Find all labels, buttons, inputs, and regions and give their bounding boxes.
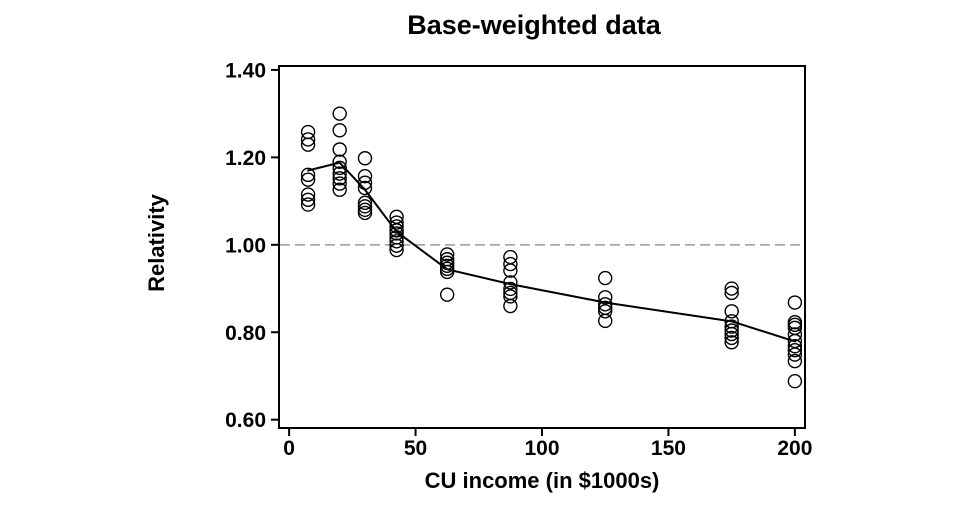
data-point xyxy=(724,319,739,334)
data-point xyxy=(724,323,739,338)
mean-trend-line xyxy=(307,161,796,343)
data-point xyxy=(332,171,347,186)
data-point xyxy=(389,242,404,258)
data-point xyxy=(503,298,518,314)
data-point xyxy=(724,326,739,342)
data-point xyxy=(357,168,373,184)
data-point xyxy=(787,374,803,389)
data-point xyxy=(503,281,518,297)
data-point xyxy=(724,285,739,301)
x-tick-label: 100 xyxy=(524,437,559,460)
data-point xyxy=(357,180,373,196)
data-point xyxy=(787,295,803,310)
data-point xyxy=(300,132,316,147)
x-tick-label: 200 xyxy=(777,437,812,460)
data-point xyxy=(389,238,404,253)
data-point xyxy=(357,199,373,214)
data-point xyxy=(598,313,613,329)
data-point xyxy=(300,137,316,152)
y-tick-label: 0.80 xyxy=(225,322,266,345)
data-point xyxy=(598,290,613,305)
data-point xyxy=(724,330,739,346)
data-point xyxy=(439,247,455,262)
data-point xyxy=(389,226,404,241)
y-tick-label: 0.60 xyxy=(225,409,266,432)
data-point xyxy=(332,142,347,157)
data-point xyxy=(389,219,404,234)
x-axis-title: CU income (in $1000s) xyxy=(424,468,660,493)
data-point xyxy=(724,335,739,350)
data-point xyxy=(357,195,373,211)
data-point xyxy=(300,167,316,183)
data-point xyxy=(503,263,518,278)
data-point xyxy=(332,123,347,138)
data-point xyxy=(389,234,404,249)
data-point xyxy=(332,154,347,169)
y-tick-label: 1.20 xyxy=(225,147,266,170)
data-point xyxy=(300,197,316,212)
data-point xyxy=(300,124,316,140)
x-tick-label: 50 xyxy=(404,437,427,460)
chart-title: Base-weighted data xyxy=(407,10,661,40)
data-point xyxy=(332,182,347,197)
data-point xyxy=(332,166,347,181)
x-tick-label: 0 xyxy=(283,437,295,460)
data-point xyxy=(439,287,455,302)
data-point xyxy=(787,342,803,358)
data-point xyxy=(439,264,455,280)
plot-frame xyxy=(278,65,806,429)
data-point xyxy=(724,281,739,296)
data-point xyxy=(357,205,373,221)
data-point xyxy=(357,151,373,166)
data-point xyxy=(724,304,739,319)
data-point xyxy=(598,270,613,286)
data-point xyxy=(598,304,613,319)
data-point xyxy=(787,339,803,354)
y-tick-label: 1.40 xyxy=(225,59,266,82)
data-point xyxy=(332,106,347,121)
data-point xyxy=(300,172,316,187)
data-point xyxy=(503,256,518,272)
data-point xyxy=(332,176,347,191)
x-tick-label: 150 xyxy=(651,437,686,460)
data-point xyxy=(332,160,347,176)
data-point xyxy=(787,347,803,362)
y-tick-label: 1.00 xyxy=(225,234,266,257)
data-point xyxy=(300,187,316,202)
data-point xyxy=(503,289,518,304)
data-point xyxy=(787,353,803,369)
data-point xyxy=(300,192,316,207)
